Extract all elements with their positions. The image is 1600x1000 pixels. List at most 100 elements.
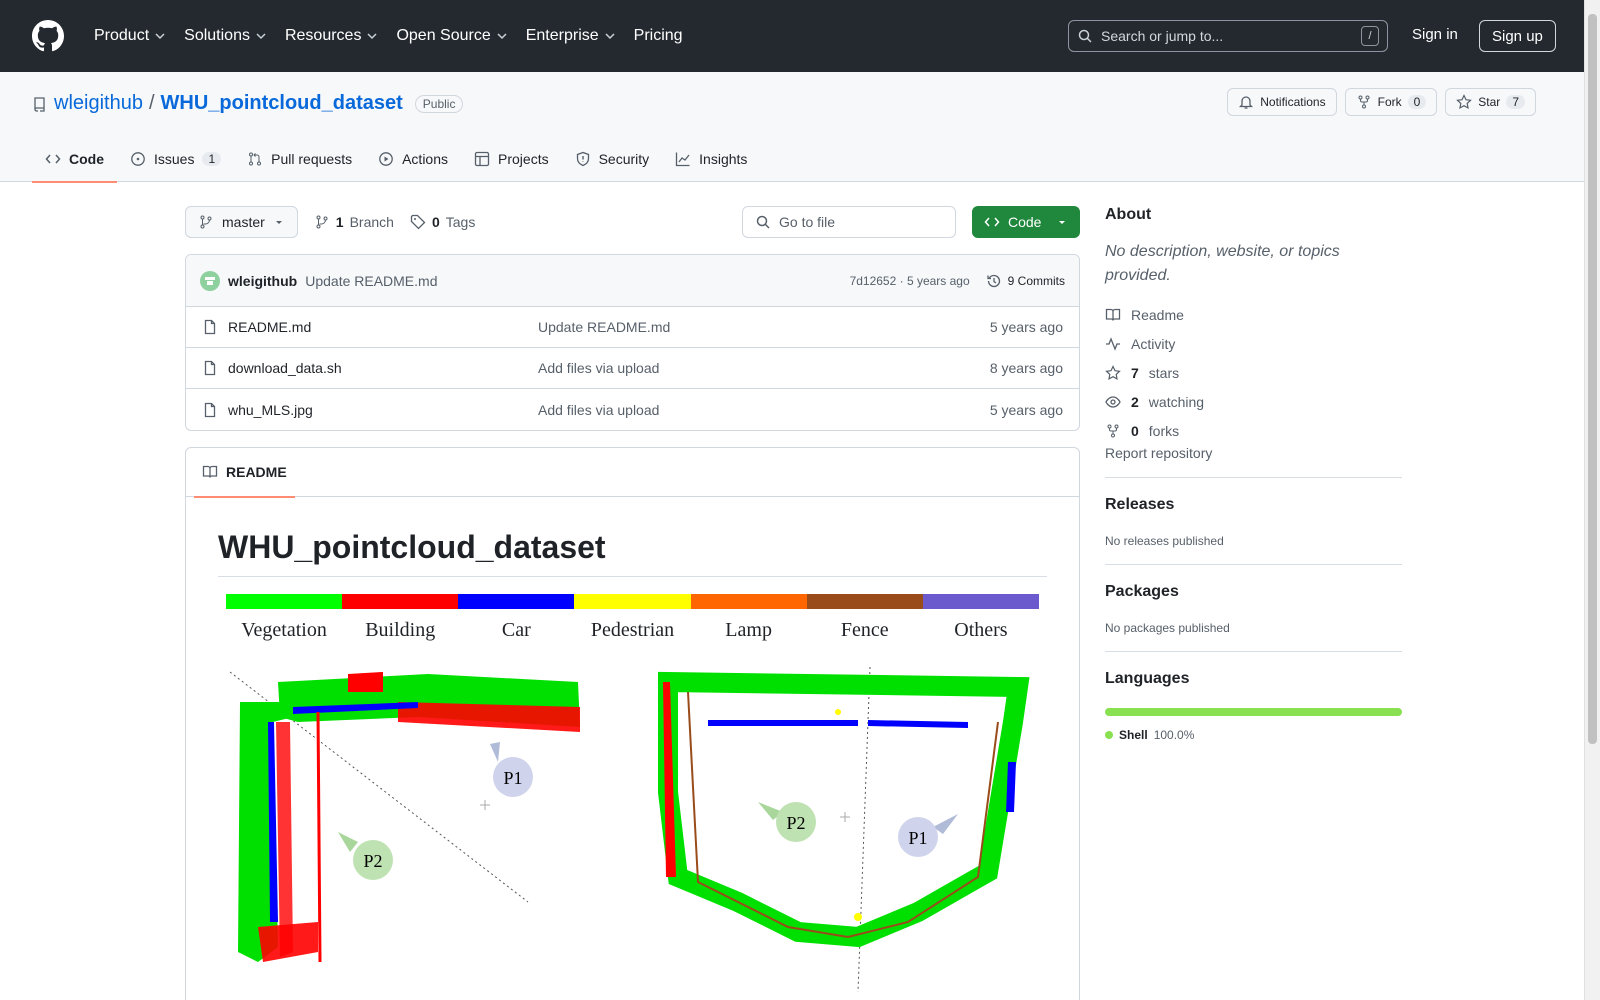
sign-in-link[interactable]: Sign in bbox=[1412, 26, 1458, 43]
code-dropdown-button[interactable]: Code bbox=[972, 206, 1080, 238]
legend-label: Building bbox=[365, 619, 436, 641]
fork-label: Fork bbox=[1377, 95, 1402, 109]
readme-body: WHU_pointcloud_dataset Vegetation Buildi… bbox=[186, 497, 1079, 992]
repo-owner-link[interactable]: wleigithub bbox=[54, 92, 143, 114]
chevron-down-icon bbox=[605, 33, 615, 40]
star-button[interactable]: Star 7 bbox=[1445, 88, 1536, 116]
table-row: download_data.sh Add files via upload 8 … bbox=[186, 348, 1079, 389]
bell-icon bbox=[1239, 96, 1254, 109]
nav-solutions[interactable]: Solutions bbox=[176, 21, 275, 51]
commit-message-link[interactable]: Update README.md bbox=[305, 272, 438, 289]
sign-up-button[interactable]: Sign up bbox=[1479, 20, 1556, 52]
nav-product[interactable]: Product bbox=[86, 21, 174, 51]
tab-code[interactable]: Code bbox=[32, 136, 117, 183]
legend-label: Pedestrian bbox=[590, 619, 675, 641]
fork-button[interactable]: Fork 0 bbox=[1344, 88, 1438, 116]
language-color-dot bbox=[1105, 731, 1113, 739]
notifications-button[interactable]: Notifications bbox=[1227, 88, 1337, 116]
nav-pricing[interactable]: Pricing bbox=[626, 21, 691, 51]
point-cloud-left: P1 P2 bbox=[229, 671, 580, 963]
search-icon bbox=[756, 215, 770, 229]
legend-swatch-vegetation bbox=[226, 594, 343, 609]
map-label-p1: P1 bbox=[503, 768, 522, 788]
file-commit-time: 5 years ago bbox=[989, 319, 1063, 335]
main-nav: Product Solutions Resources Open Source … bbox=[86, 21, 691, 51]
point-cloud-image: P1 P2 P2 bbox=[229, 666, 1030, 992]
tab-pull-requests[interactable]: Pull requests bbox=[234, 136, 365, 182]
file-commit-message[interactable]: Update README.md bbox=[538, 319, 671, 335]
file-link[interactable]: README.md bbox=[202, 319, 538, 335]
tab-issues[interactable]: Issues 1 bbox=[117, 136, 234, 182]
file-commit-message[interactable]: Add files via upload bbox=[538, 360, 660, 376]
global-search-input[interactable]: Search or jump to... / bbox=[1068, 20, 1388, 52]
file-icon bbox=[204, 360, 216, 376]
file-link[interactable]: whu_MLS.jpg bbox=[202, 402, 538, 418]
shield-icon bbox=[576, 151, 589, 167]
legend-swatch-fence bbox=[806, 594, 923, 609]
fork-icon bbox=[1358, 95, 1370, 109]
packages-section: Packages No packages published bbox=[1105, 564, 1402, 635]
page-scrollbar[interactable] bbox=[1584, 0, 1600, 1000]
star-icon bbox=[1456, 94, 1473, 110]
tags-link[interactable]: 0 Tags bbox=[410, 214, 475, 230]
scrollbar-thumb[interactable] bbox=[1588, 14, 1597, 744]
search-icon bbox=[1078, 29, 1092, 43]
commits-count-label: 9 Commits bbox=[1007, 273, 1065, 288]
packages-heading[interactable]: Packages bbox=[1105, 583, 1179, 600]
code-icon bbox=[45, 154, 61, 164]
readme-header: README bbox=[186, 448, 1079, 498]
legend-swatch-building bbox=[342, 594, 459, 609]
watching-link[interactable]: 2 watching bbox=[1105, 387, 1402, 416]
tab-projects[interactable]: Projects bbox=[461, 136, 562, 182]
branch-select-button[interactable]: master bbox=[185, 206, 298, 238]
legend-swatch-lamp bbox=[690, 594, 807, 609]
forks-link[interactable]: 0 forks bbox=[1105, 416, 1402, 445]
file-link[interactable]: download_data.sh bbox=[202, 360, 538, 376]
repo-sidebar: About No description, website, or topics… bbox=[1105, 206, 1402, 742]
table-icon bbox=[474, 151, 490, 167]
latest-commit: wleigithub Update README.md 7d12652 · 5 … bbox=[186, 255, 1079, 307]
nav-resources[interactable]: Resources bbox=[277, 21, 386, 51]
branches-link[interactable]: 1 Branch bbox=[314, 214, 394, 230]
fork-count: 0 bbox=[1407, 95, 1427, 109]
tab-actions[interactable]: Actions bbox=[365, 136, 461, 182]
repo-path-separator: / bbox=[148, 92, 155, 114]
repo-name-link[interactable]: WHU_pointcloud_dataset bbox=[160, 92, 403, 114]
tab-insights[interactable]: Insights bbox=[662, 136, 760, 182]
tab-pull-requests-label: Pull requests bbox=[271, 151, 353, 167]
readme-link[interactable]: Readme bbox=[1105, 300, 1402, 329]
play-icon bbox=[379, 152, 393, 166]
github-logo-icon[interactable] bbox=[32, 20, 64, 52]
commit-hash-time[interactable]: 7d12652 · 5 years ago bbox=[849, 273, 970, 288]
activity-link[interactable]: Activity bbox=[1105, 329, 1402, 358]
releases-heading[interactable]: Releases bbox=[1105, 496, 1175, 513]
caret-down-icon bbox=[275, 221, 282, 224]
stars-link[interactable]: 7 stars bbox=[1105, 358, 1402, 387]
go-to-file-input[interactable]: Go to file bbox=[742, 206, 956, 238]
main-content: master 1 Branch 0 Tags Go to file Code w… bbox=[185, 206, 1080, 1000]
file-commit-message[interactable]: Add files via upload bbox=[538, 401, 660, 418]
commits-history-link[interactable]: 9 Commits bbox=[986, 273, 1065, 289]
branch-icon bbox=[316, 215, 328, 229]
commit-author-link[interactable]: wleigithub bbox=[228, 272, 298, 289]
author-avatar[interactable] bbox=[200, 270, 220, 291]
watching-label: watching bbox=[1148, 393, 1205, 410]
legend-label: Car bbox=[501, 619, 531, 641]
releases-empty-text: No releases published bbox=[1105, 534, 1224, 548]
readme-tab[interactable]: README bbox=[194, 448, 295, 498]
language-name: Shell bbox=[1119, 728, 1148, 742]
language-item[interactable]: Shell 100.0% bbox=[1105, 728, 1402, 742]
tab-security[interactable]: Security bbox=[562, 136, 663, 182]
nav-resources-label: Resources bbox=[284, 27, 362, 44]
repo-header: wleigithub / WHU_pointcloud_dataset Publ… bbox=[0, 72, 1584, 183]
nav-open-source[interactable]: Open Source bbox=[388, 21, 515, 51]
tag-count: 0 bbox=[431, 214, 440, 230]
report-repository-link[interactable]: Report repository bbox=[1105, 445, 1213, 461]
pull-request-icon bbox=[249, 152, 262, 166]
file-commit-time: 8 years ago bbox=[989, 360, 1063, 376]
tab-projects-label: Projects bbox=[498, 151, 549, 167]
nav-enterprise[interactable]: Enterprise bbox=[518, 21, 624, 51]
language-bar bbox=[1105, 708, 1402, 716]
file-name: download_data.sh bbox=[228, 360, 342, 376]
readme-tab-label: README bbox=[226, 464, 287, 480]
